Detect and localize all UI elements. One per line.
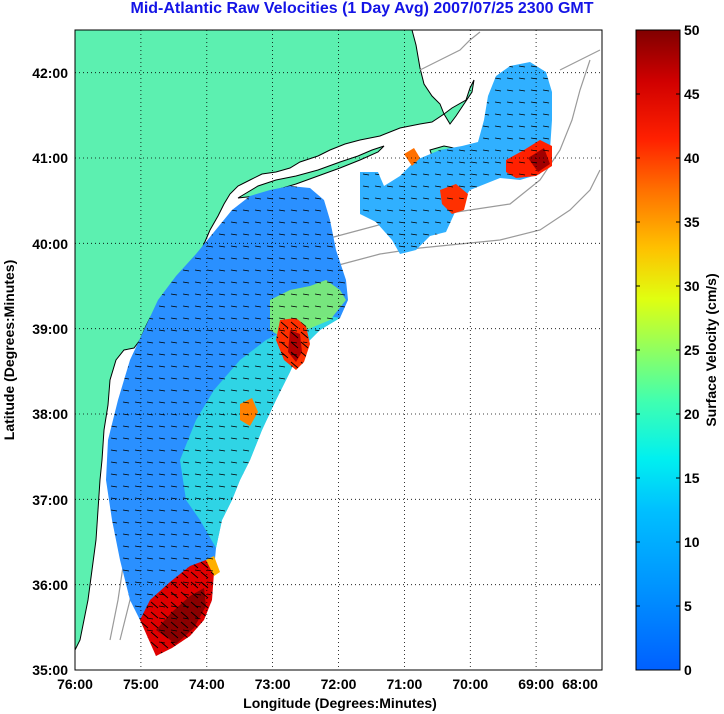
x-axis-title: Longitude (Degrees:Minutes) xyxy=(243,695,437,711)
plot-frame xyxy=(74,29,603,671)
grid-lines xyxy=(75,30,602,670)
colorbar-tick-label: 25 xyxy=(684,342,700,358)
lon-tick-label: 69:00 xyxy=(518,676,554,692)
colorbar-tick-label: 20 xyxy=(684,406,700,422)
colorbar-tick-label: 50 xyxy=(684,22,700,38)
colorbar-tick-label: 5 xyxy=(684,598,692,614)
lat-tick-label: 36:00 xyxy=(32,577,68,593)
velocity-vectors-strong-central xyxy=(276,318,310,370)
lat-tick-label: 35:00 xyxy=(32,662,68,678)
velocity-vectors-main xyxy=(106,186,348,650)
lon-tick-label: 68:00 xyxy=(562,676,598,692)
lat-tick-label: 40:00 xyxy=(32,236,68,252)
lon-tick-label: 72:00 xyxy=(321,676,357,692)
lon-tick-labels: 76:00 75:00 74:00 73:00 72:00 71:00 70:0… xyxy=(57,676,598,692)
colorbar-tick-label: 0 xyxy=(684,662,692,678)
lon-tick-label: 75:00 xyxy=(123,676,159,692)
map-title: Mid-Atlantic Raw Velocities (1 Day Avg) … xyxy=(130,0,594,17)
velocity-vectors-strong-south xyxy=(140,560,214,656)
colorbar-tick-label: 15 xyxy=(684,470,700,486)
lat-tick-label: 42:00 xyxy=(32,65,68,81)
lat-tick-label: 39:00 xyxy=(32,321,68,337)
colorbar-tick-label: 35 xyxy=(684,214,700,230)
colorbar-label: Surface Velocity (cm/s) xyxy=(703,273,719,426)
lat-tick-label: 41:00 xyxy=(32,150,68,166)
colorbar-tick-label: 40 xyxy=(684,150,700,166)
colorbar-tick-label: 45 xyxy=(684,86,700,102)
land-mainland xyxy=(75,30,445,651)
lat-tick-label: 37:00 xyxy=(32,492,68,508)
y-axis-title: Latitude (Degrees:Minutes) xyxy=(1,260,17,440)
colorbar xyxy=(635,29,681,671)
land-cape-cod xyxy=(443,79,475,125)
lat-tick-labels: 35:00 36:00 37:00 38:00 39:00 40:00 41:0… xyxy=(32,65,68,678)
lon-tick-label: 73:00 xyxy=(255,676,291,692)
lon-tick-label: 71:00 xyxy=(386,676,422,692)
colorbar-tick-label: 30 xyxy=(684,278,700,294)
colorbar-tick-label: 10 xyxy=(684,534,700,550)
lon-tick-label: 74:00 xyxy=(189,676,225,692)
land-long-island xyxy=(237,145,385,199)
lat-tick-label: 38:00 xyxy=(32,406,68,422)
lon-tick-label: 76:00 xyxy=(57,676,93,692)
colorbar-ticks xyxy=(636,93,680,607)
colorbar-tick-labels: 0 5 10 15 20 25 30 35 40 45 50 xyxy=(684,22,700,678)
lon-tick-label: 70:00 xyxy=(452,676,488,692)
